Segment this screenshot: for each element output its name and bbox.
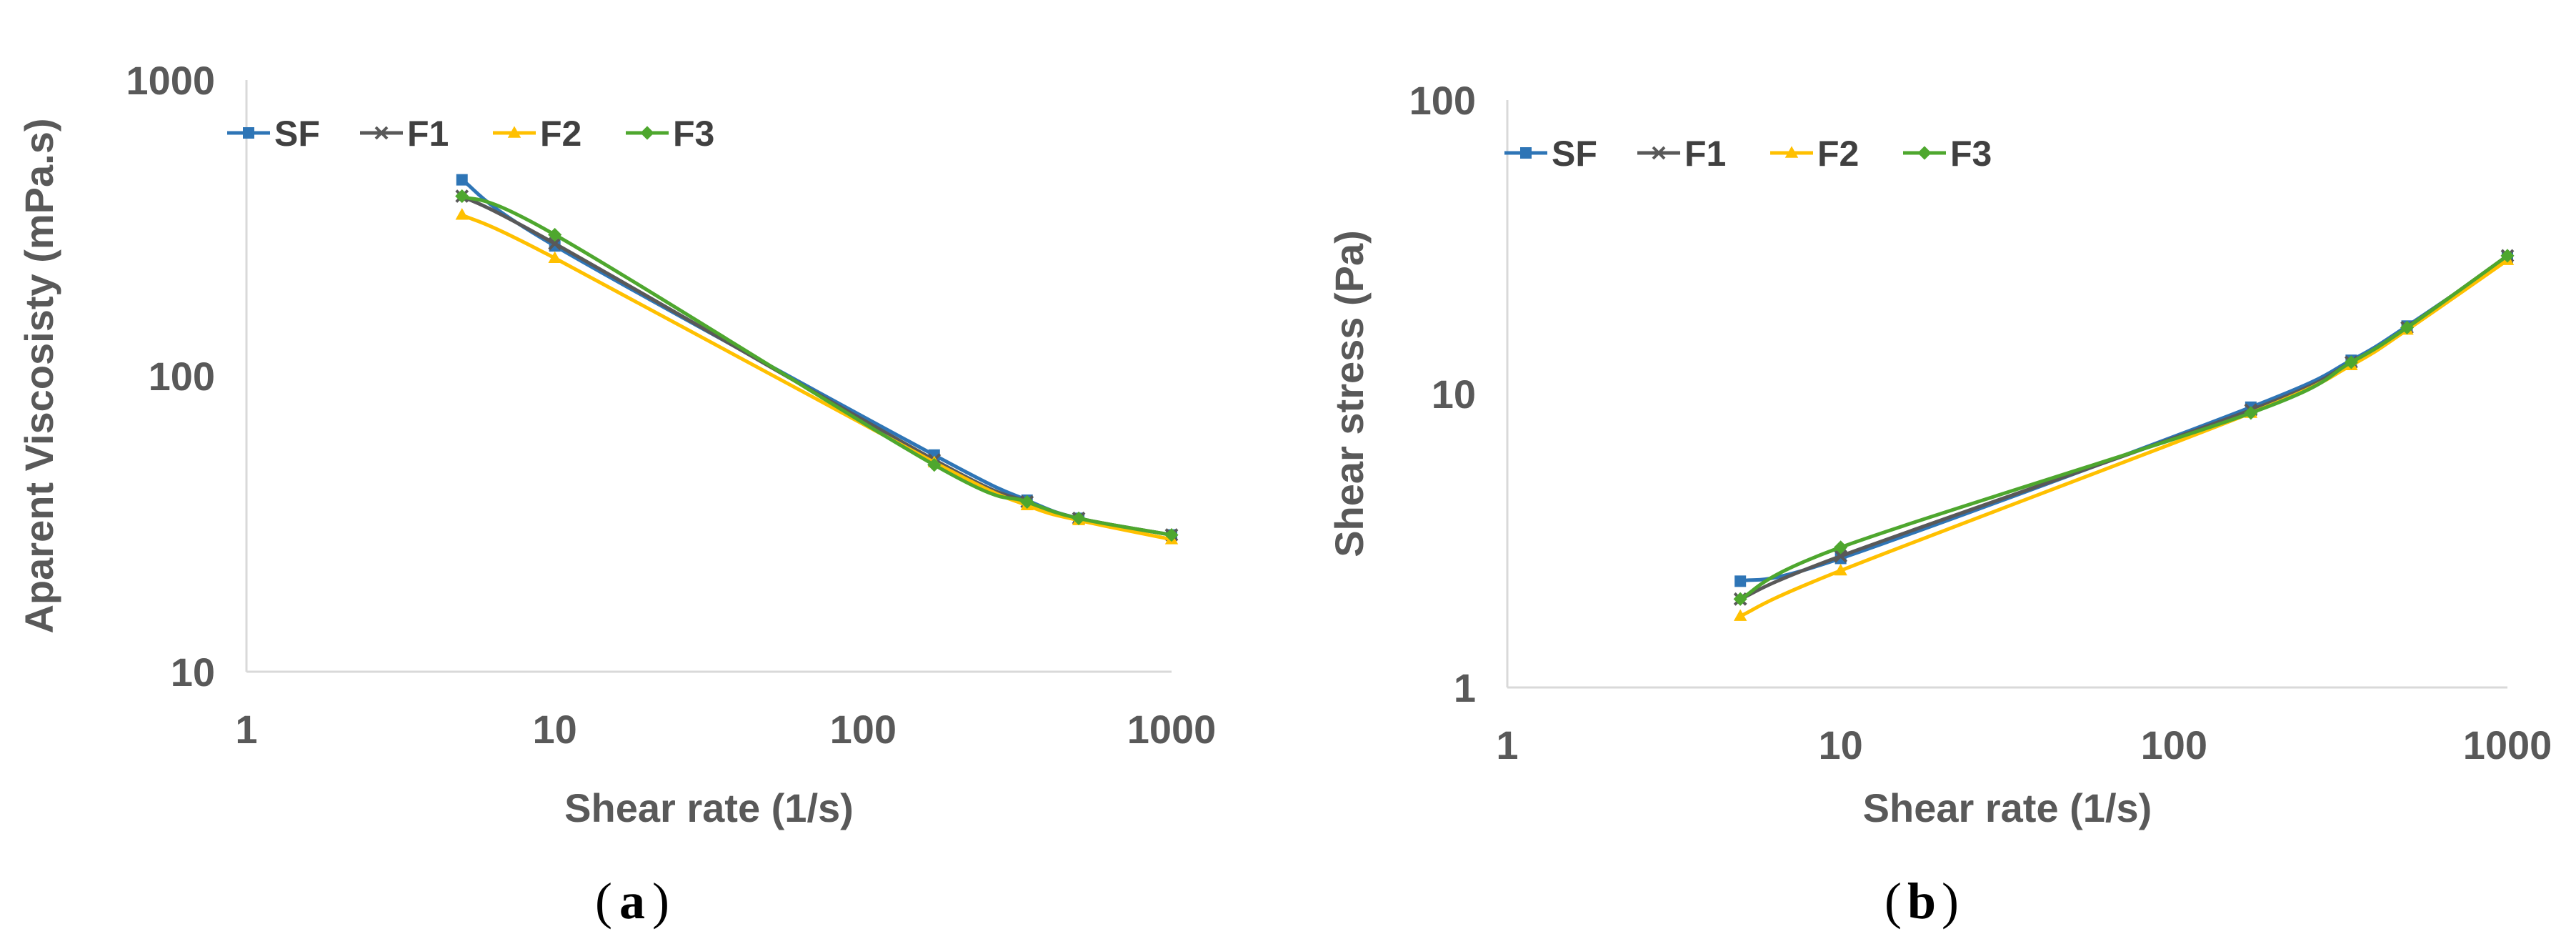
series-line-b-f3 [1739, 254, 2509, 601]
series-line-b-f1 [1739, 254, 2509, 601]
series-line-a-f2 [461, 213, 1172, 542]
x-axis-title-b: Shear rate (1/s) [1863, 785, 2152, 830]
y-tick-label-b: 100 [1409, 78, 1476, 123]
x-tick-label-b: 1 [1496, 722, 1518, 767]
legend-marker-b-f3 [1917, 146, 1932, 160]
caption-a-close: ) [652, 873, 669, 930]
legend-marker-a-f3 [640, 126, 654, 140]
data-point-a-f3 [548, 227, 562, 242]
y-tick-label-b: 10 [1432, 372, 1476, 417]
legend-label-a-f2: F2 [540, 114, 581, 154]
data-point-b-f2 [1834, 563, 1847, 576]
legend-marker-a-f1 [374, 126, 389, 140]
x-tick-label-a: 1 [235, 707, 257, 752]
data-point-a-f3 [1072, 511, 1086, 525]
x-tick-label-a: 100 [830, 707, 897, 752]
y-tick-label-a: 1000 [126, 58, 215, 103]
legend-marker-a-f2 [507, 126, 521, 138]
legend-label-b-f1: F1 [1684, 134, 1726, 174]
x-tick-label-a: 1000 [1127, 707, 1217, 752]
x-tick-label-b: 1000 [2463, 722, 2552, 767]
legend-label-a-sf: SF [274, 114, 320, 154]
legend-marker-b-f1 [1652, 146, 1666, 160]
series-line-a-f1 [461, 194, 1172, 537]
data-point-a-f3 [455, 189, 469, 204]
data-point-a-f2 [548, 251, 561, 264]
caption-b-letter: b [1907, 873, 1936, 930]
series-line-b-f2 [1739, 259, 2509, 618]
x-tick-label-a: 10 [533, 707, 577, 752]
y-tick-label-a: 10 [171, 650, 215, 695]
data-point-a-sf [456, 174, 468, 186]
legend-label-b-f3: F3 [1950, 134, 1992, 174]
legend-marker-b-f2 [1784, 146, 1799, 158]
data-point-b-f1 [1834, 549, 1848, 563]
legend-label-b-f2: F2 [1817, 134, 1859, 174]
legend-marker-b-sf [1520, 147, 1532, 159]
legend-label-a-f1: F1 [407, 114, 449, 154]
data-point-a-f3 [1164, 527, 1179, 542]
y-tick-label-b: 1 [1454, 665, 1476, 710]
caption-a-letter: a [619, 873, 645, 930]
data-point-b-f3 [2400, 320, 2415, 334]
data-point-a-f1 [548, 237, 562, 251]
y-axis-title-b: Shear stress (Pa) [1327, 230, 1372, 557]
chart-b: ( b ) 1 10 100 1 10 100 1000 Shear rate (1/s) Sh… [1327, 78, 2552, 930]
chart-a: ( a ) 10 100 1000 1 10 100 1000 Shear rate (1/s… [16, 58, 1216, 930]
y-tick-label-a: 100 [149, 354, 215, 399]
data-point-b-f3 [2244, 406, 2258, 420]
series-line-a-f3 [461, 194, 1172, 537]
caption-b-close: ) [1942, 873, 1959, 930]
data-point-b-f3 [2344, 355, 2358, 369]
data-point-b-f3 [1733, 592, 1747, 606]
legend-marker-a-sf [243, 127, 254, 139]
caption-a-open: ( [595, 873, 612, 930]
data-point-b-f3 [2500, 249, 2515, 263]
data-point-a-f2 [455, 208, 469, 220]
data-point-b-f3 [1834, 540, 1848, 555]
series-line-b-sf [1739, 256, 2509, 583]
data-point-a-f3 [927, 458, 942, 472]
data-point-b-f2 [1733, 609, 1747, 621]
legend-label-b-sf: SF [1552, 134, 1597, 174]
data-point-a-f3 [1020, 495, 1034, 509]
x-tick-label-b: 100 [2141, 722, 2207, 767]
x-axis-title-a: Shear rate (1/s) [564, 785, 854, 830]
data-point-b-sf [1734, 575, 1747, 587]
legend-label-a-f3: F3 [673, 114, 714, 154]
x-tick-label-b: 10 [1819, 722, 1863, 767]
caption-b-open: ( [1884, 873, 1902, 930]
y-axis-title-a: Aparent Viscosisty (mPa.s) [16, 118, 61, 633]
series-line-a-sf [461, 178, 1172, 537]
